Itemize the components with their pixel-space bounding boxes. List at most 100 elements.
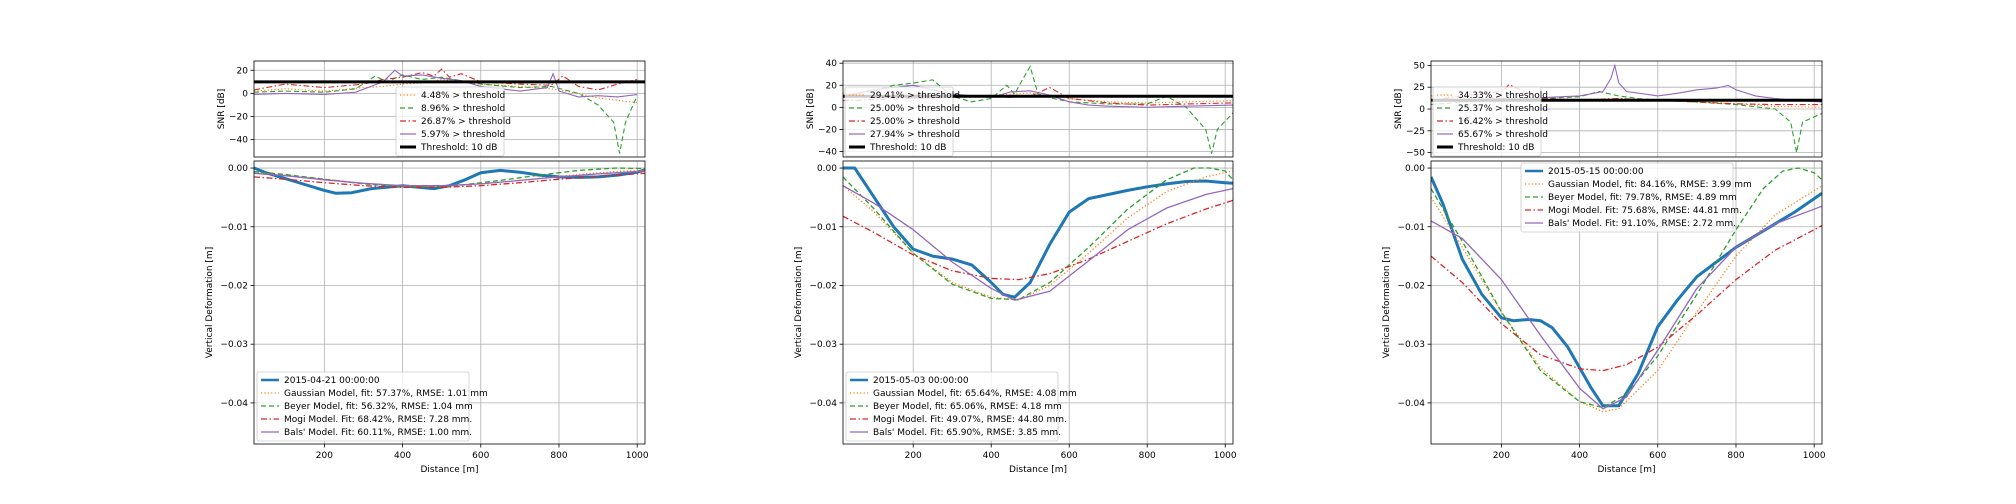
snr-legend-label: 16.42% > threshold [1458,117,1548,127]
snr-legend-label: 25.00% > threshold [870,104,960,114]
deformation-xlabel: Distance [m] [420,465,478,475]
deformation-legend-box [1520,162,1734,233]
snr-series-line [843,65,1233,154]
deformation-ytick-label: −0.02 [809,281,837,291]
snr-legend: 34.33% > threshold 25.37% > threshold 16.4… [1432,86,1548,157]
snr-axes-frame [842,60,1234,158]
deformation-xtick-label: 800 [1139,451,1156,461]
snr-ytick-label: 25 [1414,83,1425,93]
deformation-series-line [843,185,1233,301]
deformation-legend-label: Gaussian Model, fit: 65.64%, RMSE: 4.08 … [873,389,1077,399]
deformation-legend-label: Bals' Model. Fit: 60.11%, RMSE: 1.00 mm. [284,428,472,438]
snr-legend-label: Threshold: 10 dB [869,143,946,153]
deformation-ytick-label: 0.00 [228,164,248,174]
deformation-xlabel: Distance [m] [1009,465,1067,475]
deformation-subplot: 200 400 600 800 1000 0.00 −0.01 −0.02 −0.03 −0.04… [1382,160,1826,475]
snr-legend-label: 34.33% > threshold [1458,91,1548,101]
snr-legend-label: 29.41% > threshold [870,91,960,101]
snr-ytick-label: 40 [826,59,838,69]
deformation-legend-label: Beyer Model, fit: 79.78%, RMSE: 4.89 mm [1548,193,1737,203]
snr-ytick-label: 0 [831,103,837,113]
deformation-legend: 2015-04-21 00:00:00 Gaussian Model, fit: … [256,371,488,442]
deformation-xtick-label: 200 [316,451,333,461]
snr-legend-label: 5.97% > threshold [421,130,505,140]
snr-series-line [254,68,638,91]
deformation-series-line [254,170,645,187]
snr-legend-box [844,86,954,157]
deformation-legend-label: Mogi Model. Fit: 75.68%, RMSE: 44.81 mm. [1548,206,1742,216]
deformation-legend: 2015-05-03 00:00:00 Gaussian Model, fit: … [845,371,1077,442]
deformation-legend-label: Bals' Model. Fit: 65.90%, RMSE: 3.85 mm. [873,428,1061,438]
snr-series-line [1431,95,1822,108]
deformation-axes-frame [1430,160,1823,445]
snr-legend-box [1432,86,1542,157]
deformation-ytick-label: −0.02 [1397,281,1425,291]
snr-series-line [843,91,1233,104]
deformation-legend-label: Gaussian Model, fit: 84.16%, RMSE: 3.99 … [1548,180,1752,190]
snr-ylabel: SNR [dB] [217,89,227,129]
deformation-ytick-label: −0.03 [220,340,248,350]
snr-legend-label: 25.00% > threshold [870,117,960,127]
deformation-legend-box [845,371,1059,442]
deformation-xtick-label: 1000 [1803,451,1826,461]
snr-ytick-label: 50 [1414,61,1426,71]
snr-legend-label: 25.37% > threshold [1458,104,1548,114]
snr-ytick-label: 20 [826,81,838,91]
deformation-ytick-label: −0.01 [1397,223,1425,233]
snr-ylabel: SNR [dB] [806,89,816,129]
snr-series-line [1431,63,1822,103]
snr-legend-label: 8.96% > threshold [421,104,505,114]
snr-ytick-label: −40 [229,136,248,146]
deformation-legend-box [256,371,470,442]
deformation-ytick-label: −0.01 [809,223,837,233]
deformation-ylabel: Vertical Deformation [m] [1382,247,1392,358]
snr-ytick-label: −20 [818,125,837,135]
snr-legend: 4.48% > threshold 8.96% > threshold 26.87%… [395,86,511,157]
deformation-series-line [1431,225,1822,372]
deformation-ytick-label: 0.00 [817,164,837,174]
snr-subplot: 50 25 0 −25 −50 SNR [dB] 34.33% > threshold 25.… [1394,60,1823,159]
deformation-xtick-label: 600 [1649,451,1666,461]
deformation-xtick-label: 200 [905,451,922,461]
deformation-series-line [254,172,645,189]
deformation-ytick-label: −0.03 [809,340,837,350]
snr-axes-frame [253,60,646,158]
snr-ylabel: SNR [dB] [1394,89,1404,129]
deformation-series-line [1431,205,1822,410]
snr-ytick-label: −50 [1406,149,1425,159]
deformation-ytick-label: −0.04 [809,399,837,409]
chart-panel-3: 50 25 0 −25 −50 SNR [dB] 34.33% > threshold 25.… [1382,60,1826,475]
deformation-xtick-label: 600 [1061,451,1078,461]
deformation-xtick-label: 800 [550,451,567,461]
deformation-xtick-label: 1000 [626,451,649,461]
deformation-ytick-label: −0.04 [1397,399,1425,409]
snr-legend-label: Threshold: 10 dB [1457,143,1534,153]
deformation-ytick-label: −0.04 [220,399,248,409]
deformation-xtick-label: 400 [1571,451,1588,461]
snr-legend-label: Threshold: 10 dB [420,143,497,153]
deformation-xlabel: Distance [m] [1597,465,1655,475]
deformation-subplot: 200 400 600 800 1000 0.00 −0.01 −0.02 −0.03 −0.04… [794,160,1237,475]
deformation-lines [254,166,645,195]
snr-legend-label: 4.48% > threshold [421,91,505,101]
deformation-legend-label: 2015-04-21 00:00:00 [284,376,380,386]
snr-ytick-label: 0 [242,89,248,99]
deformation-legend-label: Bals' Model. Fit: 91.10%, RMSE: 2.72 mm. [1548,219,1736,229]
deformation-ytick-label: −0.03 [1397,340,1425,350]
deformation-subplot: 200 400 600 800 1000 0.00 −0.01 −0.02 −0.03 −0.04… [205,160,649,475]
deformation-xtick-label: 1000 [1214,451,1237,461]
snr-ytick-label: 0 [1419,105,1425,115]
deformation-series-line [254,166,645,195]
deformation-ylabel: Vertical Deformation [m] [794,247,804,358]
deformation-lines [1431,167,1822,413]
deformation-series-line [254,167,645,189]
deformation-legend-label: Mogi Model. Fit: 49.07%, RMSE: 44.80 mm. [873,415,1067,425]
deformation-legend-label: Beyer Model, fit: 56.32%, RMSE: 1.04 mm [284,402,473,412]
snr-ytick-label: −25 [1406,127,1425,137]
snr-legend-label: 65.67% > threshold [1458,130,1548,140]
deformation-xtick-label: 400 [983,451,1000,461]
deformation-ytick-label: −0.02 [220,281,248,291]
deformation-series-line [843,199,1233,281]
